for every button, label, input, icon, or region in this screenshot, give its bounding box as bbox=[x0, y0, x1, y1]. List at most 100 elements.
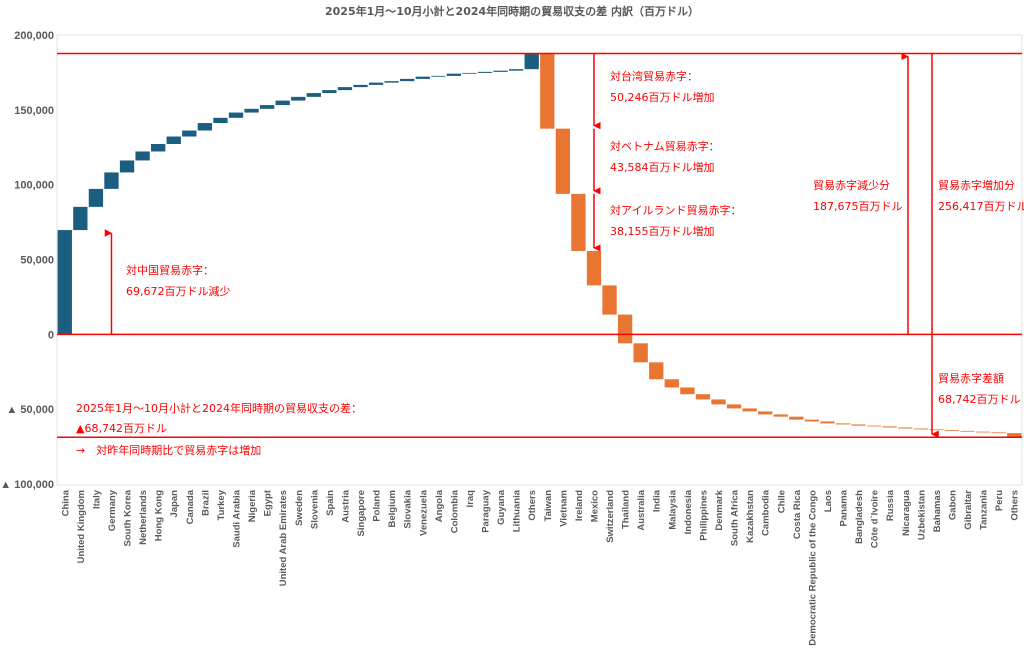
x-tick-label: Slovenia bbox=[309, 489, 320, 529]
bar-netherlands bbox=[135, 151, 150, 161]
y-tick-label: ▲ 50,000 bbox=[6, 404, 54, 416]
x-tick-label: Cambodia bbox=[761, 489, 772, 536]
annotation-increase: 貿易赤字増加分 256,417百万ドル bbox=[938, 178, 1024, 213]
x-tick-label: Costa Rica bbox=[792, 489, 803, 539]
annotation-vietnam-line1: 対ベトナム貿易赤字： bbox=[610, 139, 720, 153]
x-tick-label: Japan bbox=[169, 490, 180, 518]
bar-bahamas bbox=[929, 429, 944, 431]
bars bbox=[57, 53, 1022, 438]
bar-others bbox=[524, 53, 539, 70]
bar-denmark bbox=[711, 399, 726, 405]
x-tick-label: Democratic Republic of the Congo bbox=[807, 490, 818, 646]
x-tick-label: Canada bbox=[185, 489, 196, 524]
annotation-net-line2: 68,742百万ドル bbox=[938, 393, 1021, 406]
annotation-summary-line3: → 対昨年同時期比で貿易赤字は増加 bbox=[76, 443, 261, 457]
bar-laos bbox=[820, 421, 835, 424]
x-tick-label: Singapore bbox=[356, 490, 367, 536]
bar-guyana bbox=[493, 70, 508, 72]
x-tick-label: Hong Kong bbox=[154, 490, 165, 541]
x-tick-label: Others bbox=[527, 490, 538, 521]
x-tick-label: Switzerland bbox=[605, 490, 616, 543]
x-tick-label: Others bbox=[1010, 490, 1021, 521]
bar-china bbox=[57, 230, 72, 335]
annotation-increase-line1: 貿易赤字増加分 bbox=[938, 178, 1015, 192]
bar-south-korea bbox=[119, 160, 135, 173]
bar-ireland bbox=[571, 193, 586, 251]
x-tick-label: Australia bbox=[636, 489, 647, 530]
x-tick-label: Denmark bbox=[714, 489, 725, 530]
x-tick-label: Russia bbox=[885, 489, 896, 521]
bar-russia bbox=[882, 426, 897, 428]
x-tick-label: Paraguay bbox=[481, 489, 492, 532]
annotation-ireland-line2: 38,155百万ドル増加 bbox=[610, 225, 715, 238]
bar-c-te-d-ivoire bbox=[866, 425, 882, 427]
y-tick-label: 100,000 bbox=[14, 180, 54, 192]
x-tick-label: United Arab Emirates bbox=[278, 490, 289, 586]
x-tick-label: Sweden bbox=[294, 490, 305, 526]
x-tick-label: South Africa bbox=[730, 489, 741, 546]
x-tick-label: Nicaragua bbox=[901, 489, 912, 536]
annotation-ireland-line1: 対アイルランド貿易赤字： bbox=[610, 203, 741, 217]
plot-area bbox=[56, 34, 1023, 486]
x-tick-label: Brazil bbox=[200, 490, 211, 516]
bar-bangladesh bbox=[851, 424, 866, 426]
x-tick-label: Slovakia bbox=[403, 489, 414, 528]
x-tick-label: Taiwan bbox=[543, 490, 554, 522]
x-tick-label: Spain bbox=[325, 490, 336, 516]
bar-iraq bbox=[462, 72, 477, 74]
x-tick-label: Iraq bbox=[465, 490, 476, 508]
bar-india bbox=[649, 362, 664, 380]
bar-slovakia bbox=[400, 78, 415, 82]
bar-cambodia bbox=[758, 411, 773, 415]
x-tick-label: Mexico bbox=[589, 490, 600, 522]
x-tick-label: Bahamas bbox=[932, 490, 943, 532]
bar-uzbekistan bbox=[913, 428, 928, 430]
annotation-vietnam: 対ベトナム貿易赤字： 43,584百万ドル増加 bbox=[610, 139, 720, 174]
x-tick-label: Lithuania bbox=[512, 489, 523, 532]
bar-germany bbox=[104, 172, 119, 189]
x-tick-label: Guyana bbox=[496, 489, 507, 525]
annotation-china: 対中国貿易赤字： 69,672百万ドル減少 bbox=[126, 263, 231, 298]
annotation-ireland: 対アイルランド貿易赤字： 38,155百万ドル増加 bbox=[610, 203, 741, 238]
annotation-china-line2: 69,672百万ドル減少 bbox=[126, 284, 231, 298]
x-tick-label: Italy bbox=[91, 489, 102, 509]
bar-united-kingdom bbox=[73, 206, 88, 231]
y-tick-label: 200,000 bbox=[14, 30, 54, 42]
annotation-arrows bbox=[104, 52, 939, 438]
x-tick-label: Chile bbox=[776, 490, 787, 513]
y-axis: 200,000 150,000 100,000 50,000 0 ▲ 50,000 ▲ 10… bbox=[0, 30, 54, 491]
annotation-net-line1: 貿易赤字差額 bbox=[938, 371, 1004, 385]
y-tick-label: 50,000 bbox=[20, 255, 54, 267]
x-tick-label: Gabon bbox=[947, 490, 958, 520]
bar-others bbox=[1007, 433, 1022, 438]
bar-nicaragua bbox=[898, 427, 913, 429]
x-tick-label: Belgium bbox=[387, 490, 398, 527]
x-tick-label: Germany bbox=[107, 489, 118, 531]
x-tick-label: Bangladesh bbox=[854, 490, 865, 544]
bar-japan bbox=[166, 136, 181, 144]
x-tick-label: Kazakhstan bbox=[745, 490, 756, 543]
x-tick-label: Côte d`Ivoire bbox=[870, 490, 881, 548]
bar-egypt bbox=[259, 105, 275, 109]
bar-australia bbox=[633, 343, 648, 363]
bar-mexico bbox=[586, 250, 602, 286]
bar-austria bbox=[337, 87, 353, 91]
x-tick-label: Panama bbox=[839, 489, 850, 526]
bar-hong-kong bbox=[151, 143, 166, 152]
annotation-increase-line2: 256,417百万ドル bbox=[938, 200, 1024, 213]
annotation-decrease-line1: 貿易赤字減少分 bbox=[813, 178, 890, 192]
bar-lithuania bbox=[508, 69, 524, 71]
bar-malaysia bbox=[664, 379, 679, 388]
y-tick-label: 0 bbox=[48, 329, 54, 341]
bar-chile bbox=[773, 414, 788, 417]
reference-lines bbox=[57, 52, 1022, 438]
y-tick-label: ▲ 100,000 bbox=[0, 479, 54, 491]
x-tick-label: Colombia bbox=[449, 489, 460, 533]
bar-spain bbox=[322, 90, 337, 94]
bar-democratic-republic-of-the-congo bbox=[804, 419, 820, 422]
bar-poland bbox=[368, 82, 384, 85]
annotation-taiwan: 対台湾貿易赤字： 50,246百万ドル増加 bbox=[610, 69, 715, 104]
x-tick-label: Indonesia bbox=[683, 489, 694, 534]
bar-belgium bbox=[384, 81, 399, 83]
